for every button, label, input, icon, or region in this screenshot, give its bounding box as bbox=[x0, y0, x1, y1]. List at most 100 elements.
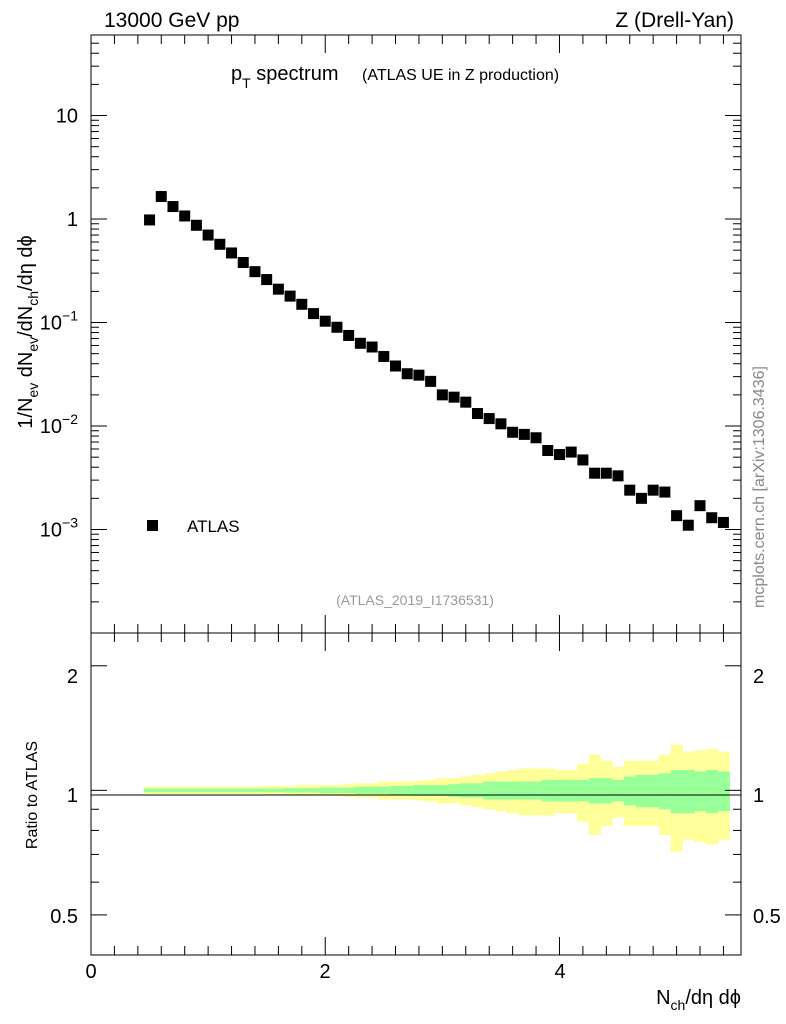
data-point bbox=[249, 266, 261, 278]
ratio-band-green bbox=[717, 771, 730, 812]
ratio-band-green bbox=[342, 787, 356, 794]
data-point bbox=[378, 350, 390, 362]
analysis-id: (ATLAS_2019_I1736531) bbox=[336, 592, 494, 608]
ratio-axis-title: Ratio to ATLAS bbox=[24, 741, 41, 849]
data-point bbox=[190, 219, 202, 231]
ratio-band-green bbox=[459, 783, 473, 798]
ratio-band-green bbox=[178, 788, 192, 793]
y-tick-label: 10−1 bbox=[40, 308, 78, 335]
ratio-tick-label-2: 2 bbox=[67, 666, 78, 688]
ratio-band-green bbox=[495, 781, 508, 800]
data-point bbox=[425, 375, 437, 387]
y-title-s1: ev bbox=[25, 383, 41, 398]
ratio-y-axis-ticks bbox=[91, 665, 741, 956]
data-point bbox=[331, 321, 343, 333]
data-point bbox=[354, 337, 366, 349]
data-point bbox=[471, 408, 483, 420]
ratio-band-green bbox=[530, 781, 543, 800]
data-point bbox=[717, 516, 729, 528]
ratio-band-green bbox=[659, 773, 672, 810]
y-title-t1: 1/N bbox=[15, 398, 37, 429]
ratio-band-green bbox=[202, 788, 215, 793]
ratio-band-green bbox=[284, 788, 297, 793]
data-point bbox=[284, 290, 296, 302]
ratio-band-green bbox=[295, 788, 309, 793]
ratio-band-green bbox=[413, 785, 426, 796]
data-point bbox=[507, 426, 519, 438]
ratio-band-green bbox=[588, 778, 601, 804]
data-point bbox=[577, 454, 589, 466]
main-panel-frame bbox=[90, 34, 742, 634]
data-point bbox=[635, 492, 647, 504]
x-axis-title: Nch/dη dϕ bbox=[656, 987, 741, 1013]
y-tick-label: 10−2 bbox=[40, 411, 78, 438]
data-point bbox=[155, 191, 167, 203]
data-point bbox=[390, 360, 402, 372]
x-title-t1: N bbox=[656, 987, 670, 1009]
data-point bbox=[319, 315, 331, 327]
ratio-band-green bbox=[354, 786, 367, 794]
data-point bbox=[483, 413, 495, 425]
plot-title: pT spectrum bbox=[231, 63, 339, 91]
y-tick-label-exp: −1 bbox=[62, 308, 78, 324]
data-point bbox=[659, 486, 671, 498]
data-point bbox=[366, 341, 378, 353]
data-point bbox=[413, 369, 425, 381]
plot-title-rest: spectrum bbox=[251, 63, 339, 85]
energy-label: 13000 GeV pp bbox=[104, 9, 239, 32]
ratio-bands bbox=[143, 744, 730, 852]
data-point bbox=[261, 274, 273, 286]
data-point bbox=[624, 484, 636, 496]
y-tick-label-base: 10 bbox=[40, 313, 62, 335]
ratio-band-green bbox=[705, 769, 719, 814]
x-tick-label-4: 4 bbox=[554, 961, 565, 983]
ratio-tick-label-05: 0.5 bbox=[50, 906, 78, 928]
data-point bbox=[647, 484, 659, 496]
ratio-band-green bbox=[635, 774, 648, 808]
ratio-band-green bbox=[483, 781, 496, 800]
data-point bbox=[694, 500, 706, 512]
x-title-s1: ch bbox=[671, 997, 686, 1013]
ratio-band-green bbox=[670, 769, 683, 814]
ratio-band-green bbox=[506, 781, 519, 800]
ratio-band-green bbox=[565, 779, 578, 802]
data-point bbox=[706, 512, 718, 524]
data-point bbox=[565, 446, 577, 458]
ratio-band-green bbox=[518, 781, 531, 800]
ratio-band-green bbox=[190, 788, 203, 793]
data-point bbox=[518, 428, 530, 440]
process-label: Z (Drell-Yan) bbox=[615, 9, 734, 32]
ratio-tick-label-1: 1 bbox=[67, 785, 78, 807]
data-point bbox=[600, 467, 612, 479]
data-point bbox=[343, 329, 355, 341]
x-tick-label-2: 2 bbox=[319, 961, 330, 983]
y-tick-label: 1 bbox=[67, 209, 78, 231]
y-tick-label-base: 1 bbox=[67, 209, 78, 231]
ratio-tick-label-05-right: 0.5 bbox=[753, 906, 781, 928]
y-tick-label-base: 10 bbox=[40, 520, 62, 542]
ratio-band-green bbox=[143, 788, 156, 793]
ratio-tick-label-2-right: 2 bbox=[753, 666, 764, 688]
ratio-tick-label-1-right: 1 bbox=[753, 785, 764, 807]
ratio-band-green bbox=[471, 783, 484, 798]
data-point bbox=[553, 449, 565, 461]
ratio-band-green bbox=[213, 788, 227, 793]
ratio-band-green bbox=[377, 786, 391, 794]
x-axis-ticks bbox=[90, 35, 724, 955]
ratio-band-green bbox=[155, 788, 168, 793]
data-point bbox=[448, 391, 460, 403]
data-point bbox=[542, 444, 554, 456]
y-title-t4: /dη dϕ bbox=[15, 235, 37, 291]
data-point bbox=[460, 396, 472, 408]
ratio-band-green bbox=[331, 787, 344, 794]
plot-title-detail: (ATLAS UE in Z production) bbox=[362, 67, 559, 84]
ratio-band-green bbox=[225, 788, 238, 793]
ratio-band-green bbox=[272, 788, 285, 793]
ratio-band-green bbox=[167, 788, 180, 793]
y-axis-title: 1/Nev dNev/dNch/dη dϕ bbox=[15, 235, 41, 428]
watermark: mcplots.cern.ch [arXiv:1306.3436] bbox=[751, 366, 768, 608]
data-point bbox=[167, 201, 179, 213]
ratio-panel-frame bbox=[90, 632, 742, 956]
ratio-band-green bbox=[249, 788, 262, 793]
